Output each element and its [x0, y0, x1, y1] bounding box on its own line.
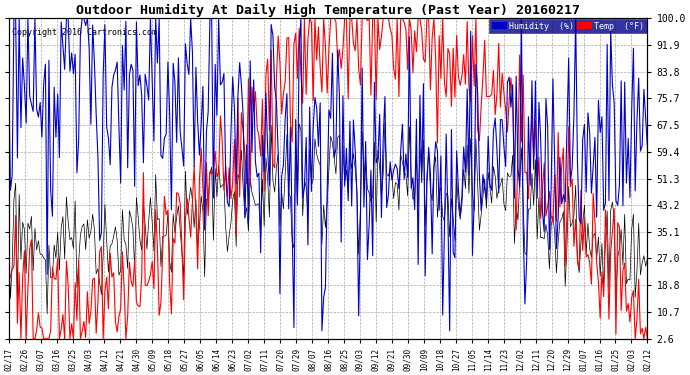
Title: Outdoor Humidity At Daily High Temperature (Past Year) 20160217: Outdoor Humidity At Daily High Temperatu…: [76, 4, 580, 17]
Text: Copyright 2016 Cartronics.com: Copyright 2016 Cartronics.com: [12, 28, 157, 37]
Legend: Humidity  (%), Temp  (°F): Humidity (%), Temp (°F): [489, 19, 647, 33]
